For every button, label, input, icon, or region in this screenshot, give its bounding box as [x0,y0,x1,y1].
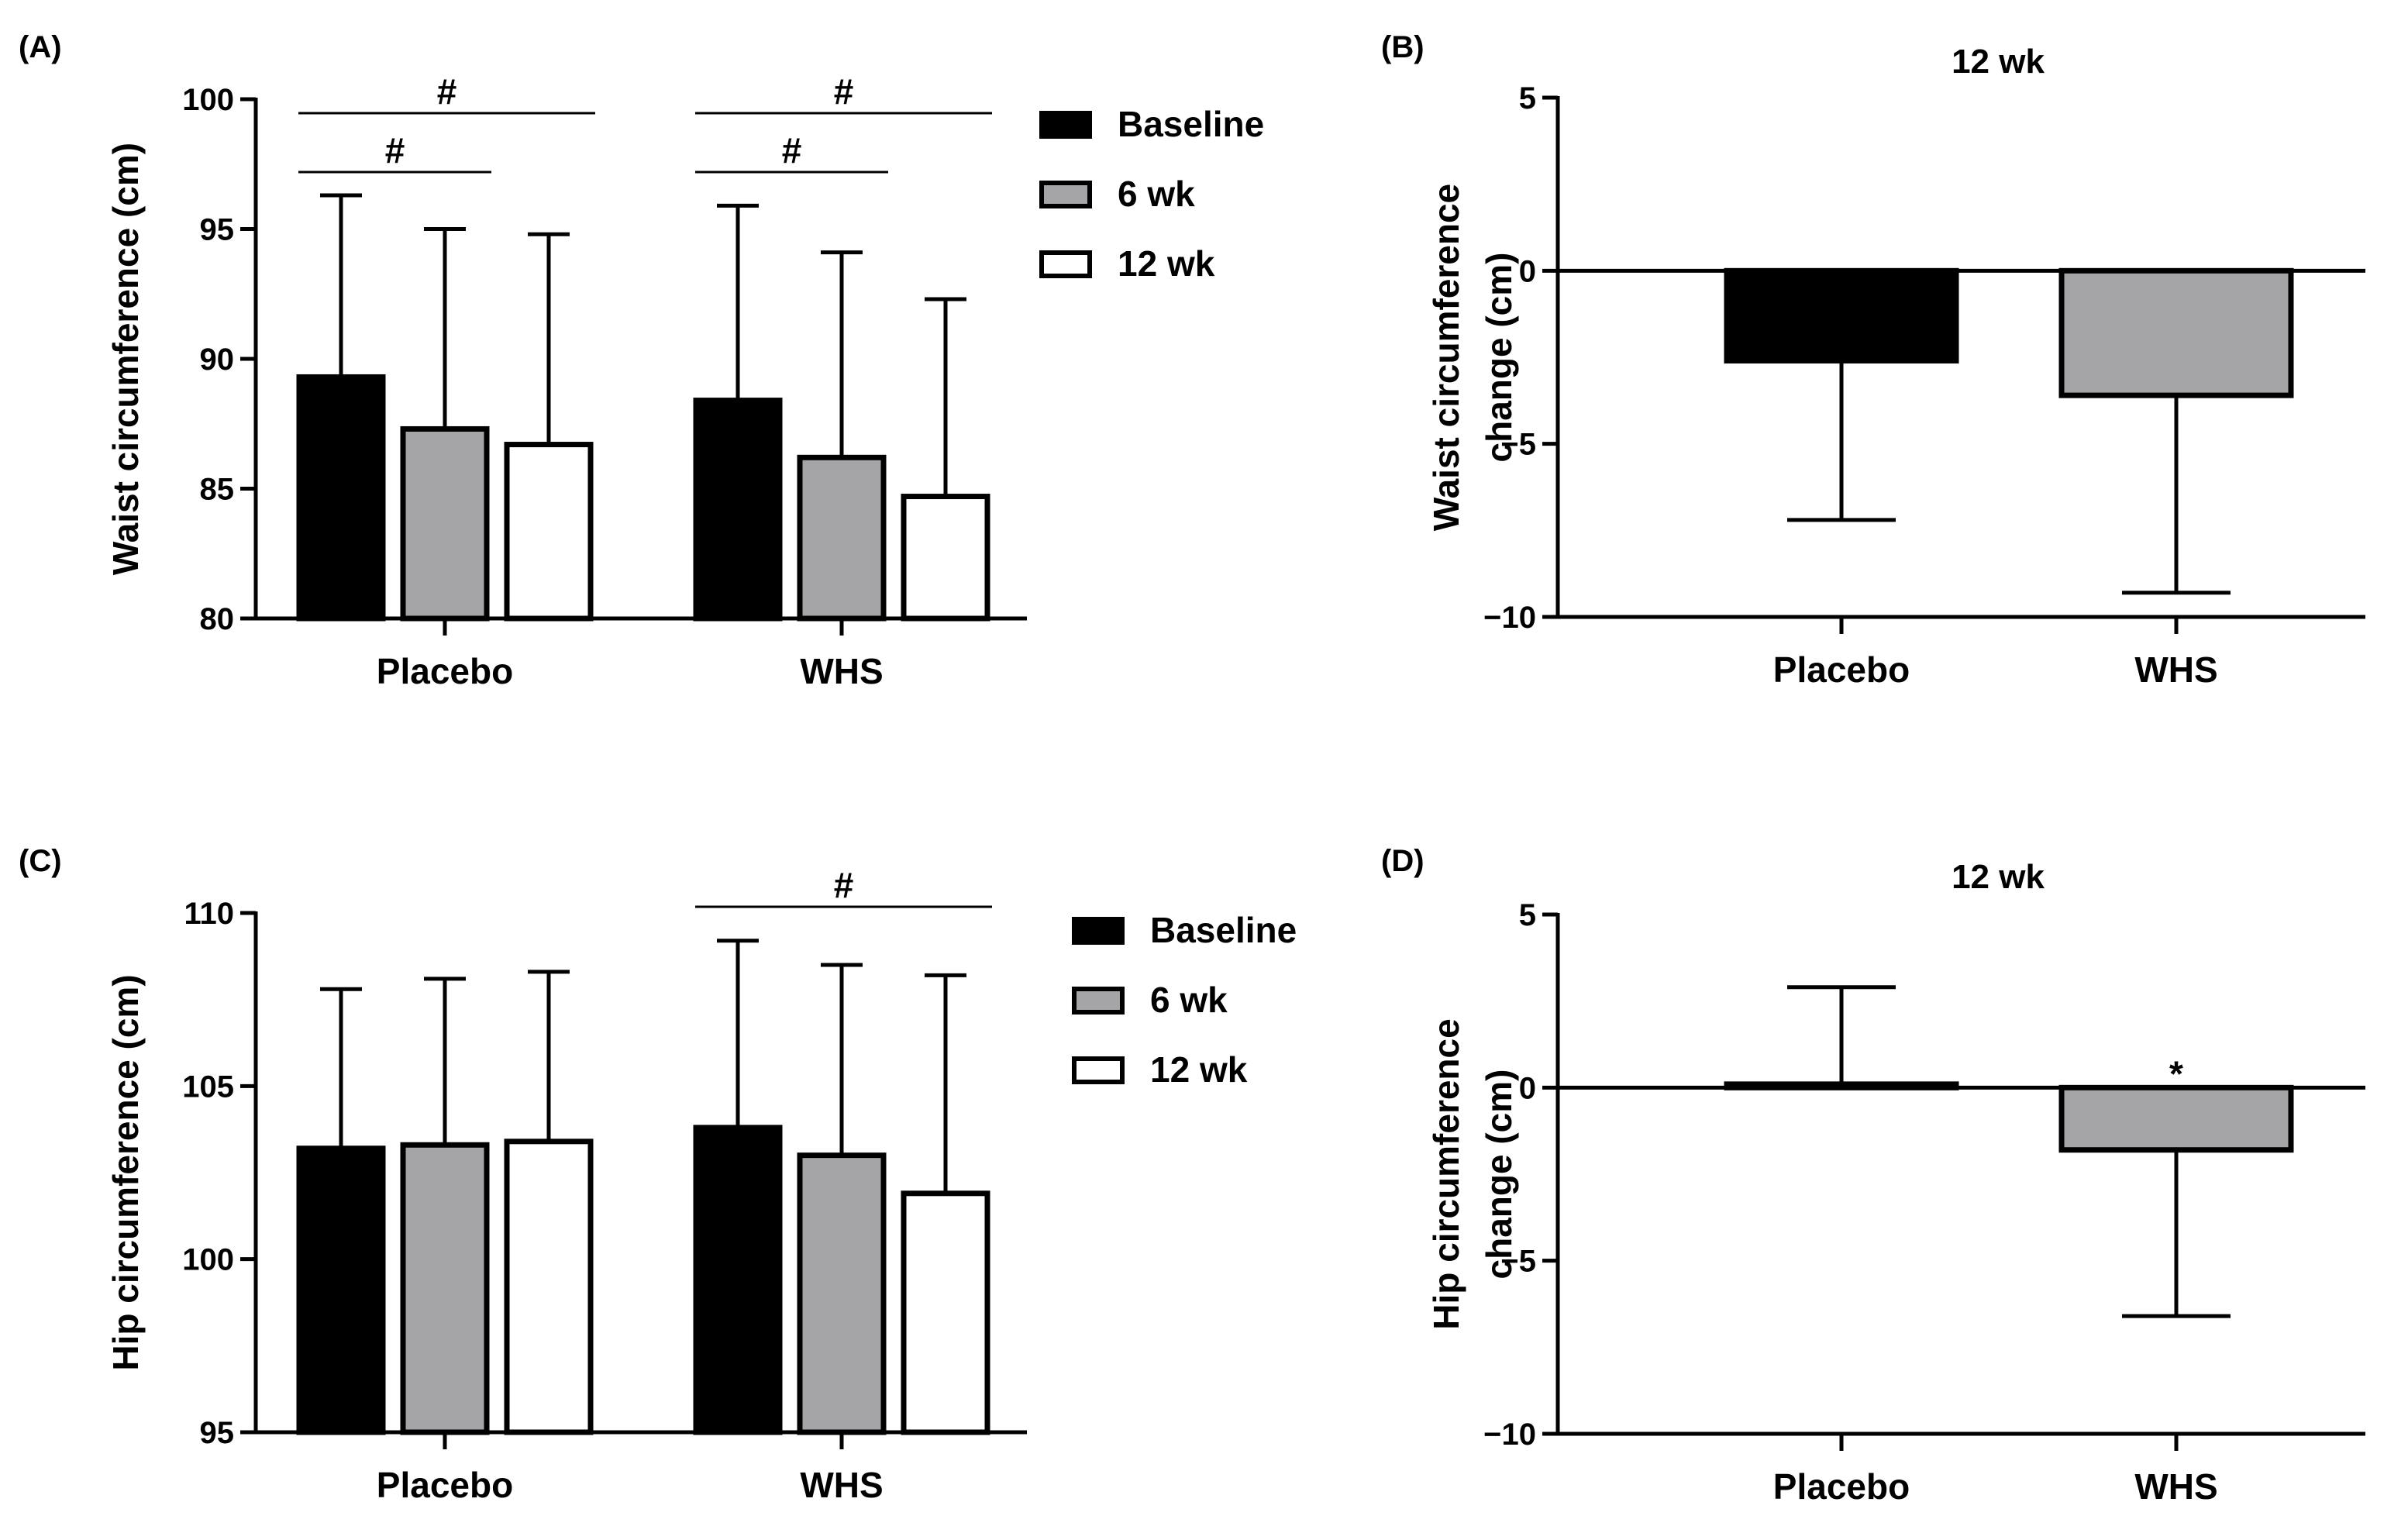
legend-label: 6 wk [1118,174,1195,214]
legend-swatch [1072,987,1125,1015]
significance-marker: # [385,130,405,171]
y-axis-label: Waist circumference (cm) [105,143,146,575]
y-tick-label: 95 [200,213,235,247]
legend-swatch [1039,181,1092,208]
bar [901,1190,990,1435]
bar [504,1139,594,1435]
bar [1724,267,1959,363]
legend-swatch [1039,111,1092,139]
x-category-label: Placebo [1773,649,1910,690]
y-axis-label-line1: Waist circumference [1426,184,1466,531]
x-category-label: WHS [800,651,883,691]
y-tick-label: 110 [184,897,234,931]
panel-a-waist-chart: 80 85 90 95 100 Waist circumference (cm) Place… [105,71,1264,691]
significance-asterisk: * [2169,1053,2183,1094]
y-tick-label: 85 [200,473,235,507]
significance-marker: # [834,71,854,112]
y-tick-label: 80 [200,602,235,636]
y-tick-label: 100 [182,1243,234,1277]
y-tick-label: 0 [1519,254,1536,288]
bar [400,1142,490,1435]
bar [693,398,783,622]
chart-title: 12 wk [1952,858,2045,896]
y-axis-label-line1: Hip circumference [1426,1018,1466,1329]
x-category-label: Placebo [377,651,513,691]
significance-marker: # [437,71,457,112]
legend-swatch [1072,1056,1125,1084]
panel-label-a: (A) [19,30,62,64]
panel-label-d: (D) [1381,844,1424,878]
bar [901,494,990,622]
bar [797,454,887,622]
significance-marker: # [782,130,802,171]
legend-label: 12 wk [1118,243,1215,284]
y-tick-label: 100 [182,83,234,117]
significance-marker: # [834,865,854,905]
y-tick-label: 105 [182,1070,234,1104]
bar [296,1145,386,1435]
bar [2058,267,2294,398]
chart-title: 12 wk [1952,43,2045,81]
panel-d-hip-change-chart: 12 wk −10 −5 0 5 Hip circumference change (cm)… [1426,858,2365,1507]
y-tick-label: −10 [1483,1418,1536,1452]
panel-b-waist-change-chart: 12 wk −10 −5 0 5 Waist circumference change (c… [1426,43,2365,690]
legend-swatch [1072,917,1125,945]
y-tick-label: 5 [1519,81,1536,115]
x-category-label: Placebo [1773,1466,1910,1507]
y-tick-label: 90 [200,343,235,377]
x-category-label: WHS [2134,1466,2217,1507]
y-tick-label: 5 [1519,898,1536,932]
bar [2058,1084,2294,1153]
bar [400,425,490,622]
legend-label: 6 wk [1150,980,1228,1020]
y-tick-label: −5 [1500,1245,1536,1279]
legend-label: Baseline [1118,104,1264,144]
legend-label: Baseline [1150,910,1297,950]
bar [296,374,386,622]
bar [504,442,594,622]
y-axis-label-line2: change (cm) [1479,1070,1519,1280]
bar [797,1152,887,1435]
y-tick-label: 95 [200,1416,235,1450]
panel-c-hip-chart: 95 100 105 110 Hip circumference (cm) Placebo… [105,865,1297,1505]
legend-swatch [1039,250,1092,278]
x-category-label: Placebo [377,1465,513,1505]
bar [693,1125,783,1435]
x-category-label: WHS [2134,649,2217,690]
panel-label-c: (C) [19,844,62,878]
y-tick-label: 0 [1519,1071,1536,1105]
panel-label-b: (B) [1381,30,1424,64]
y-axis-label-line2: change (cm) [1479,253,1519,463]
x-category-label: WHS [800,1465,883,1505]
legend-label: 12 wk [1150,1049,1248,1090]
y-axis-label: Hip circumference (cm) [105,974,146,1370]
y-tick-label: −5 [1500,428,1536,462]
y-tick-label: −10 [1483,601,1536,635]
